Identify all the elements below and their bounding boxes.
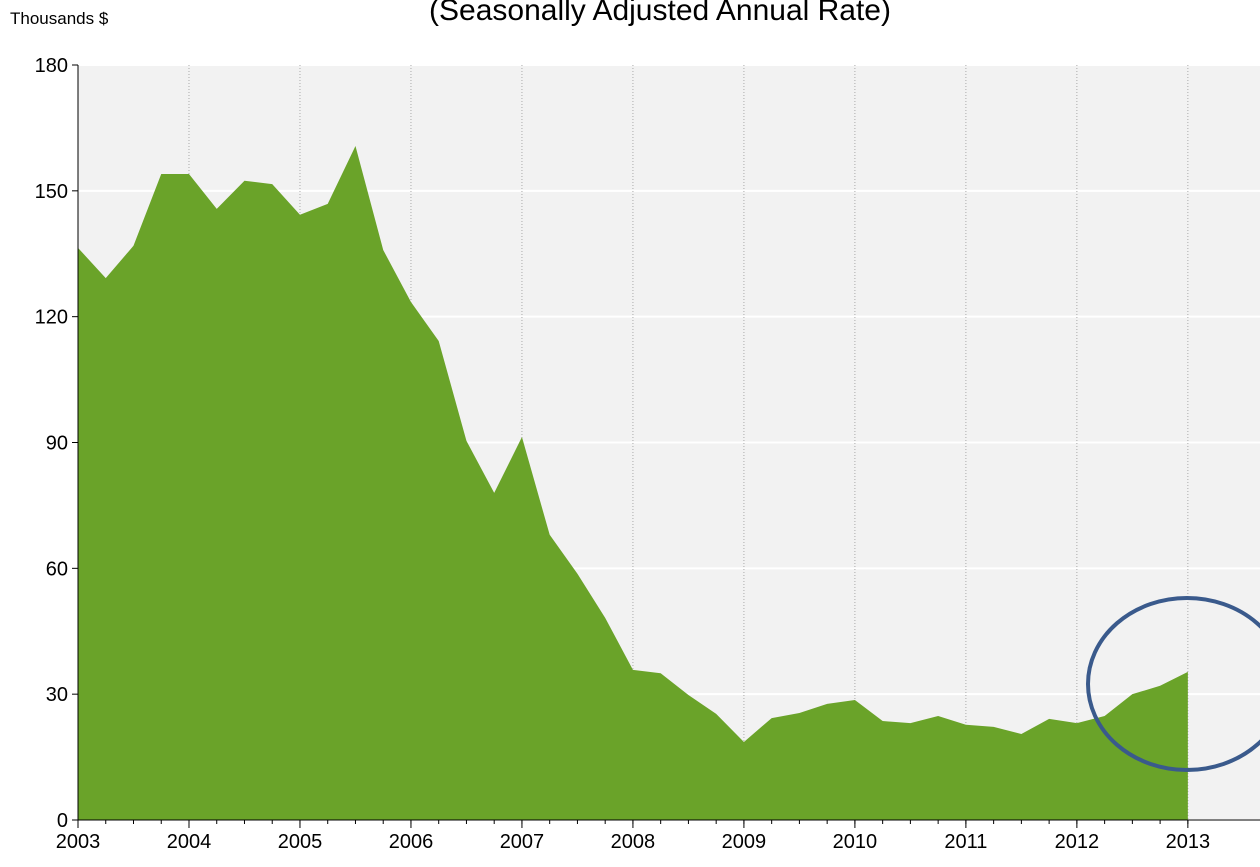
plot-area: 0 30 60 90 120 150 180 2003 2004 2005 2006 2007 2008… [35,55,1260,853]
x-tick-label: 2009 [722,831,767,853]
y-tick-label: 180 [35,55,68,77]
y-tick-label: 150 [35,181,68,203]
x-tick-label: 2011 [944,831,987,853]
y-tick-label: 90 [46,433,68,455]
x-tick-label: 2004 [167,831,212,853]
y-tick-label: 60 [46,558,68,580]
y-axis-label: Thousands $ [10,9,109,28]
y-tick-label: 30 [46,684,68,706]
x-tick-label: 2005 [278,831,323,853]
area [78,145,1188,821]
x-tick-label: 2006 [389,831,434,853]
x-tick-label: 2013 [1166,831,1211,853]
chart-subtitle: (Seasonally Adjusted Annual Rate) [429,0,891,27]
x-tick-label: 2003 [56,831,101,853]
highlight-circle [1086,596,1260,772]
x-tick-label: 2007 [500,831,545,853]
x-tick-label: 2012 [1055,831,1100,853]
x-tick-label: 2008 [611,831,656,853]
x-tick-label: 2010 [833,831,878,853]
y-tick-label: 120 [35,307,68,329]
y-tick-label: 0 [57,810,68,832]
